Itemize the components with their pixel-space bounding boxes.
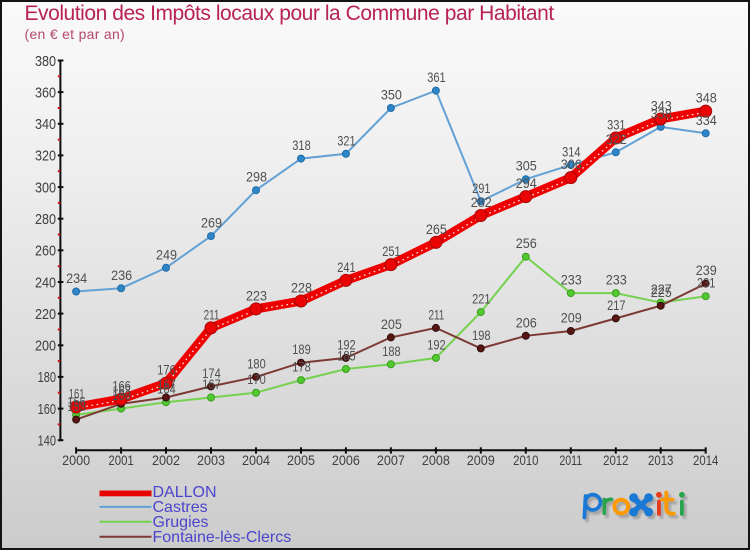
svg-text:2000: 2000 — [62, 452, 90, 468]
svg-text:2005: 2005 — [287, 452, 315, 468]
svg-text:192: 192 — [427, 336, 446, 352]
svg-text:321: 321 — [337, 132, 356, 148]
svg-text:211: 211 — [204, 306, 220, 322]
svg-text:256: 256 — [516, 235, 537, 251]
svg-text:209: 209 — [561, 310, 582, 326]
svg-text:Fontaine-lès-Clercs: Fontaine-lès-Clercs — [153, 529, 292, 546]
svg-text:306: 306 — [561, 156, 582, 172]
svg-text:294: 294 — [516, 175, 537, 191]
svg-text:2012: 2012 — [603, 452, 629, 468]
svg-text:140: 140 — [38, 433, 56, 450]
svg-text:249: 249 — [156, 246, 177, 262]
svg-text:331: 331 — [607, 117, 626, 133]
svg-text:2013: 2013 — [648, 452, 674, 468]
svg-text:298: 298 — [246, 169, 267, 185]
svg-text:360: 360 — [35, 84, 56, 101]
svg-text:Grugies: Grugies — [153, 514, 209, 531]
svg-text:338: 338 — [651, 105, 672, 121]
svg-text:228: 228 — [291, 280, 312, 296]
svg-text:223: 223 — [246, 287, 267, 303]
svg-text:217: 217 — [607, 297, 626, 313]
svg-text:251: 251 — [382, 243, 401, 259]
svg-text:318: 318 — [292, 137, 311, 153]
svg-text:322: 322 — [606, 131, 627, 147]
svg-text:305: 305 — [516, 158, 537, 174]
svg-text:Castres: Castres — [153, 499, 208, 516]
svg-text:236: 236 — [111, 267, 132, 283]
svg-text:2004: 2004 — [242, 452, 270, 468]
svg-text:340: 340 — [35, 116, 56, 133]
svg-text:205: 205 — [381, 316, 402, 332]
svg-text:260: 260 — [35, 243, 56, 260]
svg-text:280: 280 — [35, 211, 56, 228]
svg-text:211: 211 — [429, 306, 445, 322]
svg-text:343: 343 — [651, 98, 672, 114]
svg-text:167: 167 — [202, 376, 221, 392]
svg-text:240: 240 — [35, 274, 56, 291]
svg-text:2007: 2007 — [377, 452, 405, 468]
svg-text:380: 380 — [35, 53, 56, 70]
svg-text:166: 166 — [112, 378, 131, 394]
svg-text:206: 206 — [516, 314, 537, 330]
svg-text:198: 198 — [472, 327, 491, 343]
svg-text:153: 153 — [67, 398, 86, 414]
svg-text:2008: 2008 — [422, 452, 450, 468]
svg-text:180: 180 — [247, 355, 266, 371]
svg-text:2009: 2009 — [467, 452, 495, 468]
svg-text:180: 180 — [38, 369, 56, 386]
svg-text:234: 234 — [66, 270, 87, 286]
svg-text:227: 227 — [651, 281, 672, 297]
svg-text:160: 160 — [38, 401, 56, 418]
svg-text:174: 174 — [202, 365, 221, 381]
svg-text:265: 265 — [426, 221, 447, 237]
svg-text:348: 348 — [696, 90, 717, 106]
svg-text:2014: 2014 — [693, 452, 719, 468]
svg-text:239: 239 — [696, 262, 717, 278]
svg-text:200: 200 — [35, 338, 56, 355]
svg-text:2001: 2001 — [108, 452, 134, 468]
svg-text:185: 185 — [337, 348, 356, 364]
svg-text:300: 300 — [35, 179, 56, 196]
svg-text:178: 178 — [292, 359, 311, 375]
svg-text:176: 176 — [157, 362, 176, 378]
svg-text:233: 233 — [606, 272, 627, 288]
svg-text:161: 161 — [69, 386, 85, 402]
svg-text:167: 167 — [157, 376, 176, 392]
svg-text:164: 164 — [157, 381, 176, 397]
svg-text:221: 221 — [472, 291, 491, 307]
svg-text:225: 225 — [651, 284, 672, 300]
svg-text:163: 163 — [112, 382, 131, 398]
svg-text:220: 220 — [35, 306, 56, 323]
svg-text:2002: 2002 — [152, 452, 180, 468]
svg-text:314: 314 — [562, 143, 581, 159]
svg-text:350: 350 — [381, 87, 402, 103]
svg-text:160: 160 — [112, 387, 131, 403]
svg-text:334: 334 — [696, 112, 717, 128]
svg-text:DALLON: DALLON — [153, 484, 217, 501]
svg-text:269: 269 — [201, 215, 222, 231]
svg-text:233: 233 — [561, 272, 582, 288]
svg-text:282: 282 — [471, 194, 492, 210]
svg-text:156: 156 — [67, 393, 86, 409]
svg-text:2003: 2003 — [197, 452, 225, 468]
svg-text:170: 170 — [247, 371, 266, 387]
svg-text:291: 291 — [472, 180, 491, 196]
svg-text:361: 361 — [427, 69, 446, 85]
svg-text:192: 192 — [337, 336, 356, 352]
svg-text:188: 188 — [382, 343, 401, 359]
svg-text:241: 241 — [337, 259, 356, 275]
svg-text:2006: 2006 — [332, 452, 360, 468]
svg-text:2011: 2011 — [559, 452, 582, 468]
svg-text:320: 320 — [35, 148, 56, 165]
svg-text:231: 231 — [697, 275, 716, 291]
svg-text:2010: 2010 — [513, 452, 539, 468]
svg-text:189: 189 — [292, 341, 311, 357]
